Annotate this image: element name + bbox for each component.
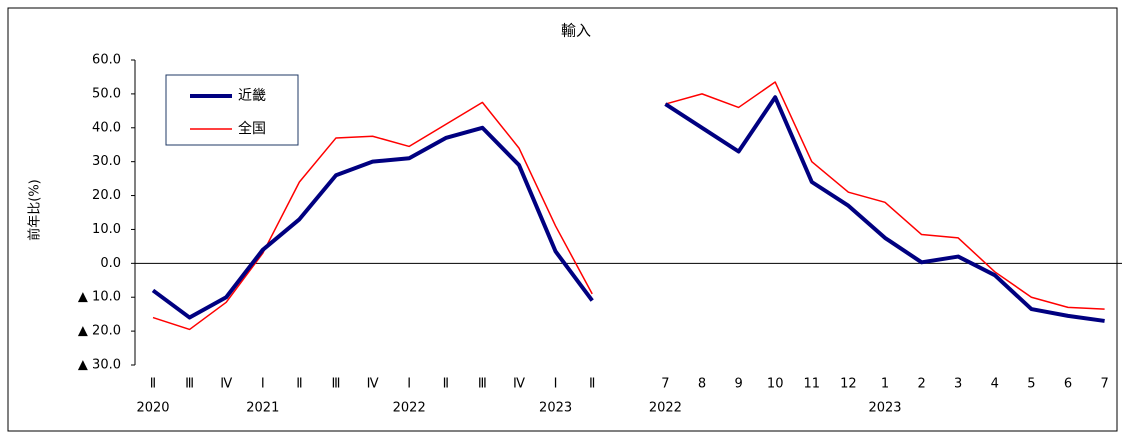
x-tick-label: 2: [917, 377, 925, 392]
x-tick-label: 12: [840, 377, 857, 392]
x-tick-label: 7: [1100, 377, 1108, 392]
x-tick-label: 4: [991, 377, 999, 392]
legend-label: 全国: [238, 120, 266, 137]
y-tick-label: 60.0: [92, 53, 121, 68]
x-tick-label: Ⅱ: [296, 377, 302, 392]
year-label: 2023: [868, 401, 901, 416]
x-tick-label: Ⅲ: [185, 377, 194, 392]
x-tick-label: Ⅱ: [589, 377, 595, 392]
y-tick-label: 30.0: [92, 154, 121, 169]
x-tick-label: 11: [804, 377, 821, 392]
x-tick-label: Ⅱ: [443, 377, 449, 392]
y-tick-label: 20.0: [92, 188, 121, 203]
x-tick-label: 1: [881, 377, 889, 392]
x-tick-label: 7: [661, 377, 669, 392]
x-tick-label: 5: [1027, 377, 1035, 392]
x-tick-label: Ⅳ: [367, 377, 379, 392]
chart-title: 輸入: [561, 22, 591, 40]
x-tick-label: Ⅰ: [554, 377, 558, 392]
y-tick-label: 50.0: [92, 86, 121, 101]
y-axis-label: 前年比(%): [27, 179, 43, 241]
x-tick-label: Ⅲ: [478, 377, 487, 392]
y-tick-label: 0.0: [100, 256, 121, 271]
y-tick-label: ▲ 20.0: [78, 324, 121, 339]
x-tick-label: Ⅳ: [220, 377, 232, 392]
year-label: 2022: [649, 401, 682, 416]
year-label: 2023: [539, 401, 572, 416]
y-tick-label: ▲ 30.0: [78, 358, 121, 373]
series-line: [151, 95, 1105, 323]
series-line: [152, 81, 1105, 331]
year-label: 2020: [136, 401, 169, 416]
chart-frame: [7, 7, 1118, 432]
x-tick-label: Ⅲ: [332, 377, 341, 392]
x-tick-label: Ⅱ: [150, 377, 156, 392]
legend-box: [165, 74, 299, 146]
x-tick-label: 10: [767, 377, 784, 392]
year-label: 2021: [246, 401, 279, 416]
x-tick-label: Ⅳ: [513, 377, 525, 392]
x-tick-label: 3: [954, 377, 962, 392]
year-label: 2022: [393, 401, 426, 416]
x-tick-label: 6: [1064, 377, 1072, 392]
x-tick-label: Ⅰ: [407, 377, 411, 392]
x-tick-label: Ⅰ: [261, 377, 265, 392]
y-tick-label: 10.0: [92, 222, 121, 237]
legend-label: 近畿: [238, 88, 266, 104]
y-tick-label: 40.0: [92, 120, 121, 135]
y-tick-label: ▲ 10.0: [78, 290, 121, 305]
x-tick-label: 8: [698, 377, 706, 392]
x-tick-label: 9: [734, 377, 742, 392]
